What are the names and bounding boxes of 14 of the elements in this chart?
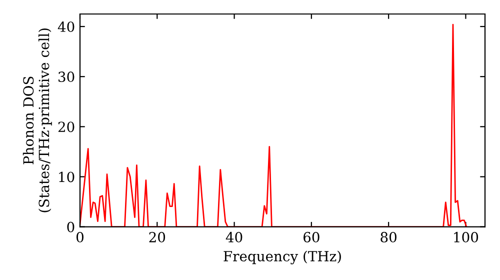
x-tick-label: 60 xyxy=(304,232,320,242)
x-tick-label: 80 xyxy=(380,232,396,242)
y-tick-label: 20 xyxy=(58,122,74,132)
y-tick-label: 30 xyxy=(58,72,74,82)
y-tick-label: 10 xyxy=(59,172,74,182)
x-tick-label: 40 xyxy=(226,232,242,242)
y-tick-label: 0 xyxy=(67,222,74,232)
y-axis-title: Phonon DOS (States/THz·primitive cell) xyxy=(22,28,52,212)
x-axis-title: Frequency (THz) xyxy=(224,250,341,264)
x-tick-label: 0 xyxy=(76,232,84,242)
x-tick-label: 20 xyxy=(149,232,166,242)
y-tick-label: 40 xyxy=(58,21,74,32)
line-series xyxy=(80,24,468,227)
x-tick-label: 100 xyxy=(454,232,478,242)
